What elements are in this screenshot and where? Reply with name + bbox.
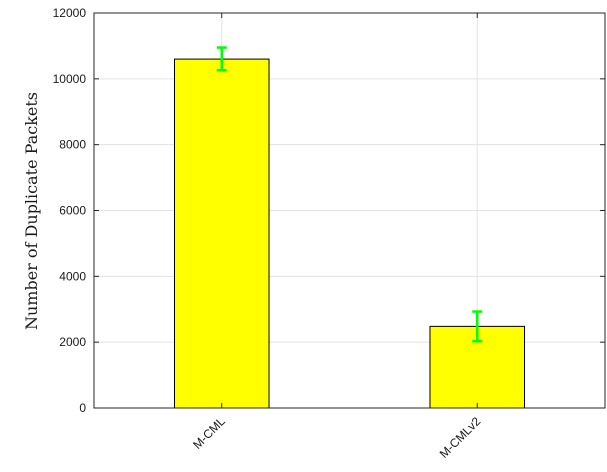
x-tick-labels: M-CML M-CMLv2 [190,414,483,461]
y-tick-label: 4000 [59,269,86,283]
bar-m-cml [173,58,270,409]
grid-lines [94,12,605,408]
x-tick-label: M-CML [190,414,228,452]
bars [173,58,526,409]
y-tick-label: 12000 [53,6,87,20]
y-tick-label: 10000 [53,72,87,86]
y-tick-label: 2000 [59,335,86,349]
y-tick-label: 0 [79,401,86,415]
error-bar-m-cml [216,46,227,72]
error-bars [216,46,483,343]
y-tick-labels: 0 2000 4000 6000 8000 10000 12000 [53,6,87,415]
x-tick-label: M-CMLv2 [437,414,484,461]
y-tick-label: 6000 [59,204,86,218]
axes [93,12,606,409]
y-tick-label: 8000 [59,138,86,152]
error-bar-m-cmlv2 [472,310,483,343]
y-axis-label: Number of Duplicate Packets [22,92,41,330]
